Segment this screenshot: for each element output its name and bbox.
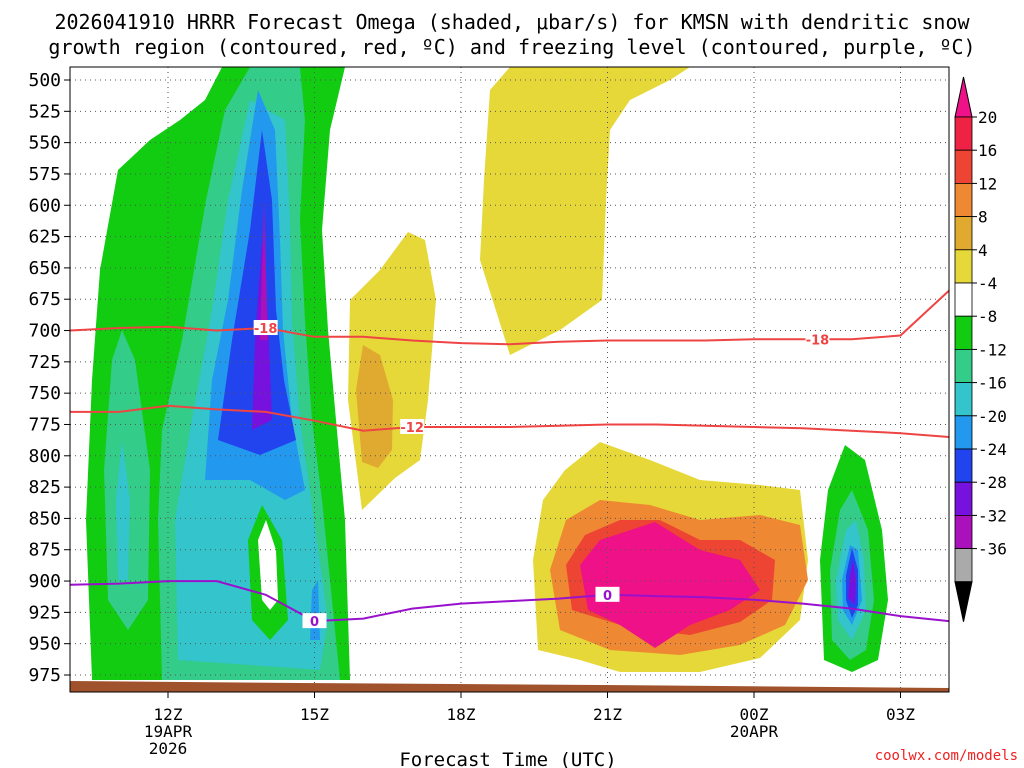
omega-subsidence-plume-upper	[480, 67, 690, 355]
contour-label-bg	[595, 586, 620, 602]
contour-line	[70, 289, 949, 346]
y-tick-label: 575	[28, 164, 61, 185]
colorbar-label: -28	[978, 473, 1007, 492]
x-axis-label: Forecast Time (UTC)	[399, 749, 616, 768]
y-axis: 500 525 550 575 600 625 650 675 700 725 750 775 800 8…	[28, 70, 70, 686]
y-tick-label: 775	[28, 414, 61, 435]
y-tick-label: 875	[28, 540, 61, 561]
colorbar-bin	[954, 282, 973, 317]
contour-line	[70, 580, 949, 623]
x-tick-label: 18Z	[447, 705, 476, 724]
colorbar-label: -32	[978, 506, 1007, 525]
colorbar-label: 20	[978, 108, 997, 127]
omega-shading	[86, 67, 888, 680]
contour-label: 0	[310, 615, 319, 630]
colorbar-label: -24	[978, 440, 1007, 459]
colorbar-bin	[954, 382, 973, 417]
y-tick-label: 500	[28, 70, 61, 91]
terrain-ground	[70, 681, 949, 692]
x-tick-year: 2026	[149, 739, 188, 758]
y-tick-label: 725	[28, 352, 61, 373]
colorbar-bin	[954, 216, 973, 251]
colorbar-label: -36	[978, 540, 1007, 559]
contour-label: -18	[254, 322, 278, 337]
colorbar-label: 8	[978, 208, 988, 227]
contour-line	[70, 404, 949, 438]
contour-label-bg	[400, 418, 425, 434]
y-tick-label: 600	[28, 195, 61, 216]
contour-label-bg	[302, 613, 327, 629]
x-tick-label: 21Z	[593, 705, 622, 724]
x-tick-label: 12Z	[154, 705, 183, 724]
y-tick-label: 975	[28, 665, 61, 686]
colorbar-bin	[954, 415, 973, 450]
colorbar-bin	[954, 548, 973, 583]
colorbar-bin	[954, 348, 973, 383]
contour-label: -18	[806, 333, 830, 348]
colorbar-label: -4	[978, 274, 997, 293]
colorbar-label: -8	[978, 307, 997, 326]
chart-title-line1: 2026041910 HRRR Forecast Omega (shaded, …	[54, 10, 970, 34]
y-tick-label: 525	[28, 101, 61, 122]
y-tick-label: 650	[28, 258, 61, 279]
omega-region-left-blue	[116, 440, 130, 580]
colorbar-bin	[954, 581, 973, 622]
colorbar-bin	[954, 182, 973, 217]
y-tick-label: 700	[28, 321, 61, 342]
omega-region-core-magenta	[260, 200, 268, 340]
y-tick-label: 825	[28, 477, 61, 498]
y-tick-label: 950	[28, 634, 61, 655]
x-tick-date: 19APR	[144, 722, 193, 741]
x-tick-date: 20APR	[730, 722, 779, 741]
x-tick-label: 15Z	[300, 705, 329, 724]
contour-label-bg	[253, 320, 278, 336]
omega-upward-bubble-right-purple	[848, 560, 856, 605]
x-tick-label: 00Z	[740, 705, 769, 724]
colorbar-bin	[954, 149, 973, 184]
y-tick-label: 625	[28, 227, 61, 248]
chart-title-line2: growth region (contoured, red, ºC) and f…	[48, 35, 975, 59]
y-tick-label: 850	[28, 508, 61, 529]
colorbar-bin	[954, 481, 973, 516]
colorbar-label: 12	[978, 174, 997, 193]
y-tick-label: 675	[28, 289, 61, 310]
omega-subsidence-bubble-core	[580, 522, 760, 648]
colorbar-label: -12	[978, 340, 1007, 359]
colorbar-bin	[954, 448, 973, 483]
colorbar-label: 4	[978, 241, 988, 260]
colorbar-bin	[954, 249, 973, 284]
colorbar-bin	[954, 76, 973, 118]
y-tick-label: 925	[28, 602, 61, 623]
contour-label-bg	[805, 331, 830, 347]
colorbar: 20 16 12 8 4 -4 -8 -12 -16 -20 -24 -28 -32 -36	[954, 76, 1007, 622]
omega-region-hole-white	[258, 520, 278, 610]
x-tick-label: 03Z	[886, 705, 915, 724]
y-tick-label: 800	[28, 446, 61, 467]
colorbar-bin	[954, 315, 973, 350]
omega-subsidence-core-left	[356, 345, 393, 468]
isotherm-contours: -18 -18 -12 0 0	[70, 289, 949, 630]
contour-label: -12	[400, 421, 424, 436]
y-tick-label: 550	[28, 133, 61, 154]
colorbar-bin	[954, 515, 973, 550]
contour-label: 0	[603, 589, 612, 604]
y-tick-label: 900	[28, 571, 61, 592]
omega-region-core-darkblue	[218, 130, 296, 455]
y-tick-label: 750	[28, 383, 61, 404]
credit-link[interactable]: coolwx.com/models	[875, 748, 1018, 764]
colorbar-label: 16	[978, 141, 997, 160]
plot-frame	[69, 66, 950, 693]
colorbar-label: -16	[978, 374, 1007, 393]
colorbar-label: -20	[978, 407, 1007, 426]
colorbar-bin	[954, 116, 973, 151]
